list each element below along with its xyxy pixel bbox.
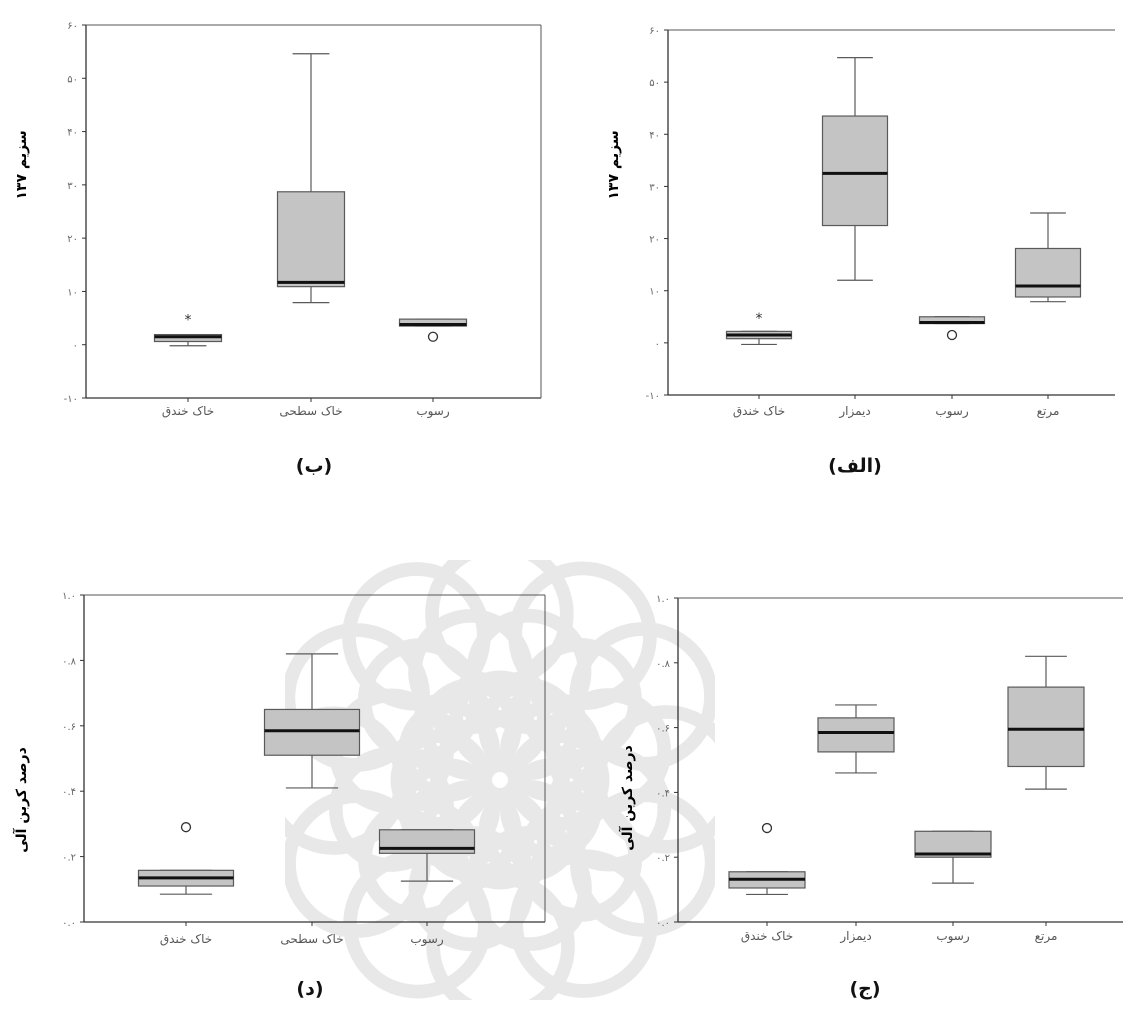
box-group xyxy=(728,822,806,896)
x-tick-label: خاک خندق xyxy=(160,932,212,946)
y-axis-label-dal: درصد کربن آلی xyxy=(14,747,30,853)
y-tick-label: ۲۰ xyxy=(67,234,78,245)
y-tick-label: ۰ xyxy=(73,341,78,352)
x-tick-label: مرتع xyxy=(1035,929,1058,944)
x-tick-label: خاک سطحی xyxy=(279,404,342,418)
y-tick-label: ۰.۰ xyxy=(62,918,76,929)
y-tick-label: ۵۰ xyxy=(67,74,78,85)
outlier-marker xyxy=(761,822,773,834)
outlier-marker xyxy=(427,331,439,342)
box-group xyxy=(918,316,986,341)
y-tick-label: ۶۰ xyxy=(649,26,660,37)
x-tick-label: رسوب xyxy=(935,404,969,419)
x-tick-label: رسوب xyxy=(416,404,450,419)
y-tick-label: ۲۰ xyxy=(649,235,660,246)
y-tick-label: ۶۰ xyxy=(67,21,78,32)
caption-alef: (الف) xyxy=(828,455,882,477)
box-group: * xyxy=(153,313,223,347)
box xyxy=(398,318,468,327)
x-tick-label: خاک سطحی xyxy=(280,932,343,946)
box-group xyxy=(263,653,361,789)
y-tick-label: ۱۰ xyxy=(649,287,660,298)
box-group xyxy=(137,822,235,895)
y-tick-label: ۰.۰ xyxy=(656,918,670,929)
y-tick-label: ۰.۶ xyxy=(656,724,670,735)
box-group xyxy=(378,829,476,882)
box-group xyxy=(817,704,895,774)
caption-be: (ب) xyxy=(295,455,333,477)
y-tick-label: ۰.۲ xyxy=(656,853,670,864)
box xyxy=(276,191,346,288)
x-tick-label: دیمزار xyxy=(839,929,871,944)
y-tick-label: ۵۰ xyxy=(649,78,660,89)
y-tick-label: ۰.۴ xyxy=(62,787,76,798)
extreme-marker: * xyxy=(185,313,192,329)
box xyxy=(263,708,361,756)
y-tick-label: ۳۰ xyxy=(67,181,78,192)
box xyxy=(1014,247,1082,298)
y-tick-label: -۱۰ xyxy=(646,391,660,402)
box xyxy=(1007,686,1085,768)
x-tick-label: خاک خندق xyxy=(733,404,785,418)
y-tick-label: ۰.۸ xyxy=(656,659,671,670)
extreme-marker: * xyxy=(756,311,763,327)
y-tick-label: ۴۰ xyxy=(649,130,660,141)
y-tick-label: ۰.۶ xyxy=(62,722,76,733)
outlier-marker xyxy=(946,329,958,341)
caption-jim: (ج) xyxy=(849,978,881,1000)
y-tick-label: ۱۰ xyxy=(67,287,78,298)
y-tick-label: ۰.۴ xyxy=(656,788,670,799)
x-tick-label: خاک خندق xyxy=(741,929,793,943)
y-tick-label: ۳۰ xyxy=(649,182,660,193)
y-tick-label: ۰ xyxy=(655,339,660,350)
y-tick-label: ۴۰ xyxy=(67,128,78,139)
x-tick-label: رسوب xyxy=(410,932,444,947)
box-group xyxy=(398,318,468,342)
box xyxy=(817,717,895,753)
y-tick-label: ۱.۰ xyxy=(656,594,670,605)
box-group xyxy=(1007,655,1085,790)
y-tick-label: -۱۰ xyxy=(64,394,78,405)
x-tick-label: رسوب xyxy=(936,929,970,944)
outlier-marker xyxy=(180,822,192,833)
y-tick-label: ۰.۲ xyxy=(62,853,76,864)
box-group xyxy=(914,830,992,884)
x-tick-label: مرتع xyxy=(1037,404,1060,419)
y-tick-label: ۱.۰ xyxy=(62,591,76,602)
y-tick-label: ۰.۸ xyxy=(62,656,77,667)
box xyxy=(821,115,889,227)
x-tick-label: دیمزار xyxy=(838,404,870,419)
box-group: * xyxy=(725,311,793,346)
box-group xyxy=(276,53,346,304)
x-tick-label: خاک خندق xyxy=(162,404,214,418)
caption-dal: (د) xyxy=(296,978,324,1000)
box-group xyxy=(1014,212,1082,303)
box-group xyxy=(821,57,889,281)
